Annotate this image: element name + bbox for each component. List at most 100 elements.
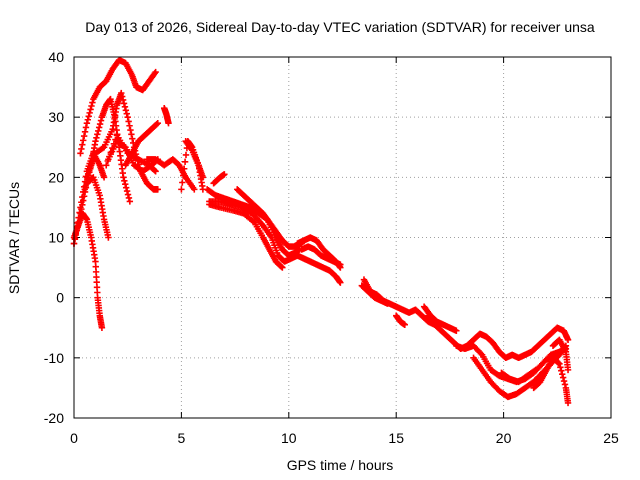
data-point [153,120,161,128]
x-tick-label: 15 [388,430,404,446]
data-point [560,377,568,385]
y-tick-label: 30 [48,109,64,125]
data-point [87,106,94,113]
data-point [188,145,195,153]
series-track-10 [143,156,198,193]
data-point [182,151,190,159]
data-point [78,199,85,206]
data-point [559,374,567,381]
y-tick-label: 10 [48,230,64,246]
data-point [123,187,131,195]
data-point [74,219,81,227]
data-point [555,359,562,367]
data-point [477,350,485,357]
data-point [77,150,84,157]
data-point [124,113,131,121]
data-point [99,144,107,152]
data-point [154,186,161,193]
data-point [151,70,158,77]
series-track-30 [530,354,572,407]
x-tick-label: 0 [70,430,78,446]
data-point [122,107,130,114]
data-point [83,174,91,181]
data-point [105,234,112,241]
data-point [81,186,88,193]
series-track-23 [358,282,391,307]
y-tick-label: -10 [44,350,64,366]
series-track-26 [425,312,572,362]
plot-frame [73,56,612,419]
data-point [181,158,189,166]
data-point [85,113,92,120]
data-point [453,327,460,334]
data-point [84,116,92,123]
x-tick-label: 25 [603,430,619,446]
y-tick-label: 20 [48,169,64,185]
data-point [87,163,94,171]
data-point [89,156,97,164]
data-point [126,198,134,205]
data-point [120,174,127,181]
data-point [154,119,161,127]
data-point [531,367,538,374]
data-point [88,160,95,167]
series-track-18 [234,186,305,250]
data-point [83,119,91,127]
data-point [152,168,159,175]
data-point [118,89,125,97]
data-point [124,191,132,198]
data-point [80,137,87,144]
data-point [165,119,172,127]
data-point [78,145,85,153]
data-point [337,261,344,268]
data-point [279,264,286,271]
data-point [561,381,569,388]
data-point [122,181,129,188]
series-track-19 [294,234,344,271]
data-point [84,170,92,178]
data-point [75,214,82,221]
data-point [119,96,127,104]
data-point [384,300,391,307]
data-point [532,366,540,374]
y-axis-label: SDTVAR / TECUs [6,182,22,294]
series-track-04 [77,56,159,157]
y-tick-label: -20 [44,410,64,426]
data-point [98,324,106,331]
data-point [86,167,93,174]
data-point [96,120,104,128]
series-track-20 [294,252,344,286]
data-point [151,167,158,174]
x-tick-label: 10 [281,430,297,446]
x-tick-label: 20 [496,430,512,446]
data-point [337,279,344,286]
data-points [70,56,572,407]
series-track-09 [122,119,161,169]
data-point [178,186,185,193]
data-point [92,138,99,145]
data-point [71,235,79,242]
x-axis-label: GPS time / hours [287,457,394,473]
grid-lines [74,57,611,418]
data-point [199,174,207,181]
data-point [180,172,187,179]
tick-labels: 0 5 10 15 20 25 -20 -10 0 10 20 30 40 [44,49,619,446]
data-point [91,153,98,160]
data-point [79,141,86,148]
data-point [556,360,563,368]
data-point [180,165,188,172]
series-track-13 [182,138,207,181]
data-point [82,182,89,190]
data-point [79,193,86,201]
data-point [94,131,101,138]
data-point [221,171,228,178]
data-point [73,224,80,232]
data-point [558,367,565,374]
y-tick-label: 40 [48,49,64,65]
data-point [564,336,572,343]
data-point [100,174,108,181]
data-point [564,366,572,374]
data-point [557,364,564,371]
data-point [121,177,128,184]
